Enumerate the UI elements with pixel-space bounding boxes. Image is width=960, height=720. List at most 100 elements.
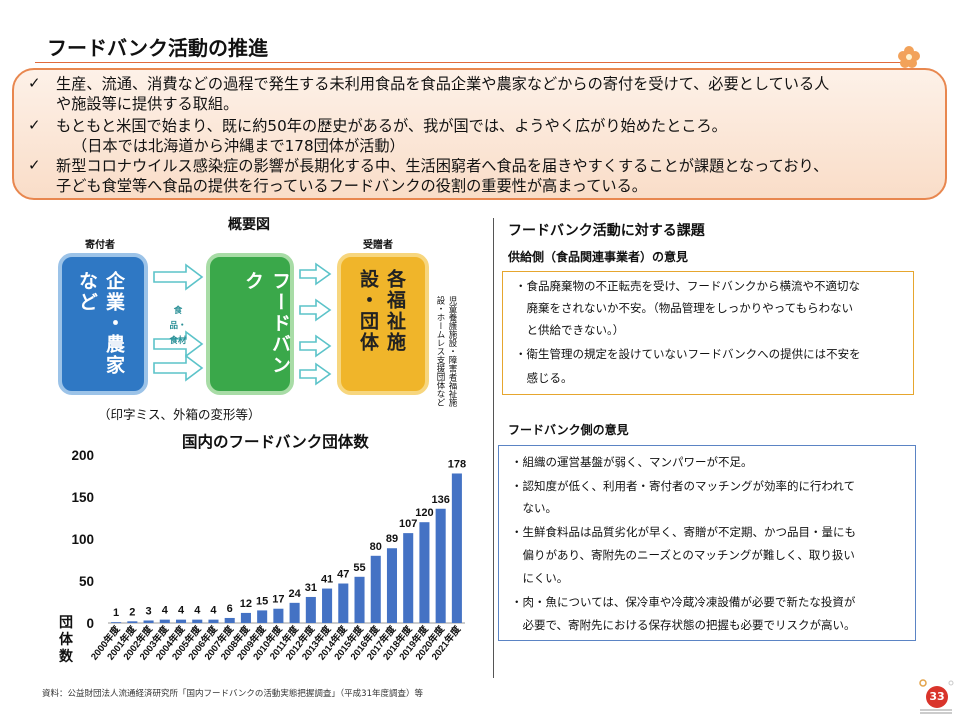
bar: [419, 522, 430, 623]
data-label: 47: [337, 569, 349, 581]
source-note: 資料：公益財団法人流通経済研究所「国内フードバンクの活動実態把握調査」（平成31…: [42, 689, 423, 699]
recipient-box: 各福祉施設・団体: [337, 253, 429, 395]
data-label: 4: [178, 605, 185, 617]
bar: [224, 617, 235, 623]
opinion-line: ・認知度が低く、利用者・寄付者のマッチングが効率的に行われて: [511, 479, 856, 493]
bar: [403, 533, 414, 623]
recipient-note: 児童養護施設・障害者福祉施設・ホームレス支援団体など: [435, 296, 457, 407]
opinion-line: と供給できない。）: [515, 323, 625, 337]
page-ornament-icon: [919, 679, 954, 714]
bar: [192, 619, 203, 623]
opinion-line: 感じる。: [515, 371, 573, 385]
data-label: 178: [448, 458, 466, 470]
arrow-icon: [153, 263, 204, 291]
donor-caption: 寄付者: [85, 240, 115, 251]
opinion-line: ・肉・魚については、保冷車や冷蔵冷凍設備が必要で新たな投資が: [511, 595, 856, 609]
arrow-icon: [299, 298, 332, 322]
bar: [338, 583, 349, 623]
y-tick-label: 0: [86, 616, 94, 631]
opinion-line: ない。: [511, 501, 557, 515]
donor-box: 企業・農家など: [58, 253, 148, 395]
chart-title: 国内のフードバンク団体数: [182, 433, 369, 451]
bar: [127, 621, 138, 623]
summary-text: （日本では北海道から沖縄まで178団体が活動）: [72, 137, 405, 155]
bar-chart: 05010015020012000年度22001年度32002年度42003年度…: [59, 448, 466, 664]
data-label: 136: [431, 494, 449, 506]
bar: [143, 620, 154, 623]
page-title: フードバンク活動の推進: [47, 36, 268, 60]
donor-box-label: 企業・農家など: [76, 271, 125, 376]
flow-arrows: [153, 262, 332, 386]
data-label: 15: [256, 595, 268, 607]
summary-text: 新型コロナウイルス感染症の影響が長期化する中、生活困窮者へ食品を届きやすくするこ…: [56, 157, 829, 175]
summary-text: もともと米国で始まり、既に約50年の歴史があるが、我が国では、ようやく広がり始め…: [56, 117, 727, 135]
bar: [386, 548, 398, 623]
data-label: 107: [399, 518, 417, 530]
arrow-icon: [153, 330, 204, 358]
data-label: 89: [386, 533, 398, 545]
data-label: 4: [210, 605, 217, 617]
arrow-icon: [299, 362, 332, 386]
recipient-caption: 受贈者: [363, 240, 393, 251]
data-label: 80: [370, 541, 382, 553]
foodbank-side-box: ・組織の運営基盤が弱く、マンパワーが不足。 ・認知度が低く、利用者・寄付者のマッ…: [498, 445, 916, 641]
bar: [322, 588, 333, 623]
bar: [354, 576, 365, 623]
issues-title: フードバンク活動に対する課題: [508, 223, 705, 239]
bar: [175, 619, 187, 623]
data-label: 120: [415, 507, 433, 519]
page-number: 33: [926, 686, 948, 708]
supply-side-title: 供給側（食品関連事業者）の意見: [508, 250, 689, 264]
y-tick-label: 150: [71, 490, 94, 505]
summary-text: 子ども食堂等へ食品の提供を行っているフードバンクの役割の重要性が高まっている。: [56, 177, 647, 195]
diagram-note: （印字ミス、外箱の変形等）: [98, 407, 261, 422]
bar: [451, 473, 462, 623]
bar: [159, 619, 170, 623]
flower-icon: [898, 46, 920, 68]
check-icon: ✓: [28, 74, 41, 92]
arrow-icon: [153, 354, 204, 382]
data-label: 12: [240, 598, 252, 610]
opinion-line: 偏りがあり、寄附先のニーズとのマッチングが難しく、取り扱い: [511, 548, 855, 562]
data-label: 2: [129, 606, 135, 618]
bar: [273, 608, 284, 623]
bar: [370, 555, 381, 623]
bar: [289, 602, 300, 623]
recipient-box-label: 各福祉施設・団体: [357, 269, 406, 353]
opinion-line: ・組織の運営基盤が弱く、マンパワーが不足。: [511, 455, 753, 469]
data-label: 55: [353, 562, 365, 574]
opinion-line: にくい。: [511, 571, 569, 585]
bar: [111, 622, 122, 623]
data-label: 41: [321, 574, 333, 586]
bar: [257, 610, 268, 623]
data-label: 3: [146, 605, 152, 617]
bar: [305, 596, 316, 623]
y-tick-label: 100: [71, 532, 94, 547]
opinion-line: 必要で、寄附先における保存状態の把握も必要でリスクが高い。: [511, 618, 856, 632]
y-axis-label: 数: [59, 648, 74, 664]
flow-label: 食品・食材: [169, 306, 187, 346]
arrow-icon: [299, 262, 332, 286]
check-icon: ✓: [28, 116, 41, 134]
data-label: 31: [305, 582, 317, 594]
y-tick-label: 200: [71, 448, 94, 463]
data-label: 4: [194, 605, 201, 617]
data-label: 24: [288, 588, 301, 600]
data-label: 6: [227, 603, 233, 615]
bar: [240, 612, 251, 623]
data-label: 17: [272, 594, 284, 606]
opinion-line: 廃棄をされないか不安。（物品管理をしっかりやってもらわない: [515, 301, 854, 315]
opinion-line: ・生鮮食料品は品質劣化が早く、寄贈が不定期、かつ品目・量にも: [511, 525, 856, 539]
bar: [435, 508, 446, 623]
data-label: 4: [162, 605, 169, 617]
diagram-title: 概要図: [228, 217, 270, 233]
y-tick-label: 50: [79, 574, 94, 589]
y-axis-label: 体: [59, 631, 74, 647]
bar: [208, 619, 219, 623]
foodbank-box: フードバンク: [206, 253, 294, 395]
foodbank-side-title: フードバンク側の意見: [508, 423, 629, 437]
foodbank-box-label: フードバンク: [242, 271, 291, 376]
check-icon: ✓: [28, 156, 41, 174]
supply-side-box: ・食品廃棄物の不正転売を受け、フードバンクから横流や不適切な 廃棄をされないか不…: [502, 271, 914, 395]
opinion-line: ・衛生管理の規定を設けていないフードバンクへの提供には不安を: [515, 347, 861, 361]
